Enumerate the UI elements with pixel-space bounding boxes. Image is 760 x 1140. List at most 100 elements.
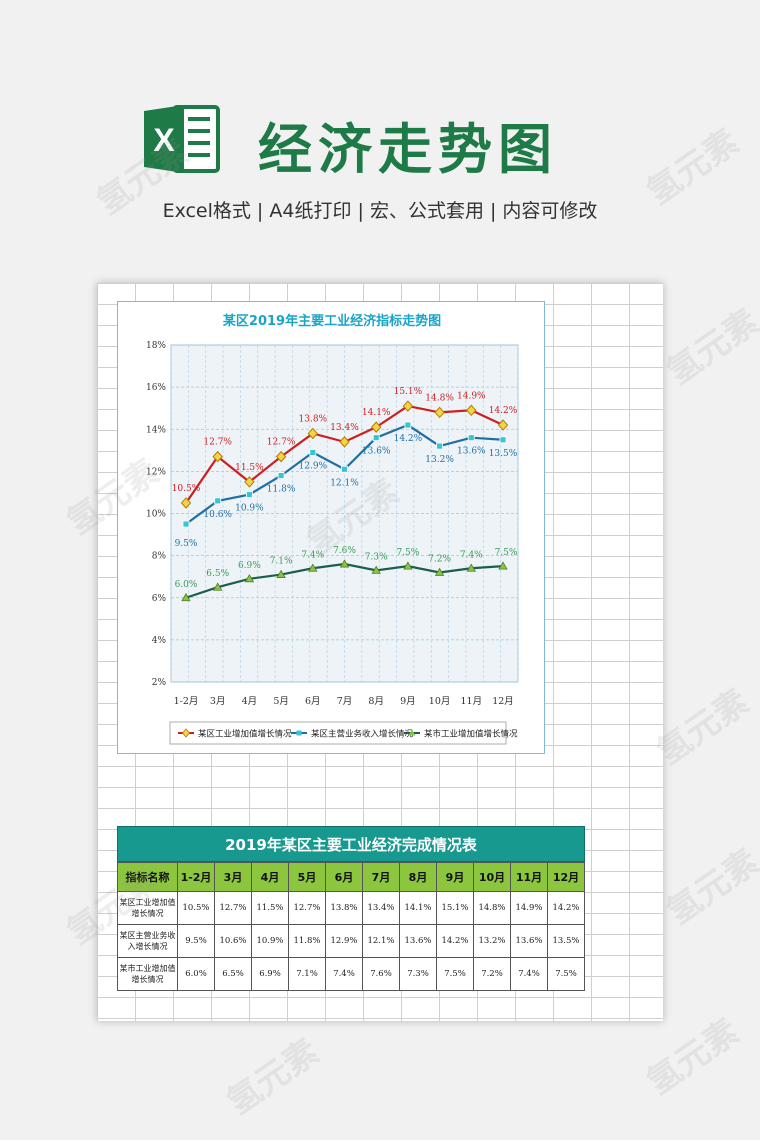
table-cell: 14.1% bbox=[399, 891, 437, 925]
logo-letter: X bbox=[153, 122, 175, 158]
data-label: 13.4% bbox=[330, 423, 359, 433]
y-tick-label: 10% bbox=[146, 510, 166, 520]
data-point bbox=[244, 476, 255, 488]
table-cell: 12.1% bbox=[362, 924, 400, 958]
table-cell: 13.6% bbox=[399, 924, 437, 958]
table-column-header: 11月 bbox=[510, 862, 548, 892]
data-point bbox=[276, 569, 286, 578]
data-point bbox=[402, 400, 414, 412]
table-cell: 11.8% bbox=[288, 924, 326, 958]
x-tick-label: 5月 bbox=[273, 696, 289, 707]
data-point bbox=[467, 434, 475, 442]
data-point bbox=[466, 563, 476, 572]
data-label: 7.4% bbox=[301, 550, 324, 560]
data-point bbox=[499, 436, 507, 444]
y-tick-label: 4% bbox=[152, 636, 167, 646]
legend-box bbox=[169, 721, 507, 745]
data-label: 12.1% bbox=[330, 478, 359, 488]
data-label: 7.1% bbox=[270, 557, 293, 567]
legend-marker bbox=[181, 728, 191, 738]
data-point bbox=[309, 449, 317, 456]
data-label: 12.7% bbox=[203, 438, 232, 448]
page-title: 经济走势图 bbox=[258, 118, 558, 181]
line-chart: 某区2019年主要工业经济指标走势图 2% 4% 6% 8% 10% 12% 14% 16% 18… bbox=[146, 313, 519, 745]
x-tick-label: 6月 bbox=[305, 696, 321, 707]
row-name: 某区工业增加值增长情况 bbox=[117, 891, 178, 925]
data-label: 14.8% bbox=[425, 393, 454, 403]
table-cell: 15.1% bbox=[436, 891, 474, 925]
page-header: X 经济走势图 bbox=[0, 95, 760, 185]
table-cell: 13.5% bbox=[547, 924, 585, 958]
y-tick-label: 12% bbox=[146, 467, 166, 477]
table-column-header: 12月 bbox=[547, 862, 585, 892]
legend-marker bbox=[296, 730, 302, 736]
table-title: 2019年某区主要工业经济完成情况表 bbox=[117, 826, 585, 862]
table-cell: 7.4% bbox=[325, 957, 363, 991]
table-cell: 12.7% bbox=[214, 891, 252, 925]
data-point bbox=[341, 465, 348, 473]
data-label: 14.2% bbox=[489, 406, 518, 416]
data-point bbox=[371, 421, 382, 433]
chart-title: 某区2019年主要工业经济指标走势图 bbox=[222, 313, 441, 329]
data-point bbox=[181, 592, 191, 602]
data-point bbox=[371, 565, 381, 574]
data-point bbox=[307, 427, 318, 440]
data-label: 12.9% bbox=[299, 461, 328, 471]
table-column-header: 7月 bbox=[362, 862, 400, 892]
watermark-text: 氢元素 bbox=[659, 841, 760, 934]
data-label: 14.9% bbox=[457, 391, 486, 401]
table-column-header: 6月 bbox=[325, 862, 363, 892]
table-cell: 14.2% bbox=[436, 924, 474, 958]
x-tick-label: 1-2月 bbox=[174, 696, 199, 707]
x-tick-label: 12月 bbox=[492, 696, 514, 707]
data-label: 13.2% bbox=[425, 455, 454, 465]
data-point bbox=[339, 559, 350, 568]
legend-label: 某区主营业务收入增长情况 bbox=[311, 729, 414, 740]
data-point bbox=[275, 450, 287, 463]
x-tick-label: 10月 bbox=[429, 696, 451, 707]
y-tick-label: 16% bbox=[146, 383, 166, 393]
table-cell: 7.2% bbox=[473, 957, 511, 991]
table-cell: 13.6% bbox=[510, 924, 548, 958]
x-tick-label: 8月 bbox=[368, 696, 384, 707]
y-tick-label: 6% bbox=[152, 594, 167, 604]
data-label: 7.5% bbox=[495, 548, 518, 558]
table-cell: 14.9% bbox=[510, 891, 548, 925]
table-cell: 12.7% bbox=[288, 891, 326, 925]
data-label: 7.5% bbox=[396, 548, 419, 558]
table-row: 某区工业增加值增长情况 10.5% 12.7% 11.5% 12.7% 13.8% 13.4… bbox=[117, 891, 585, 925]
table-header-label: 指标名称 bbox=[117, 862, 178, 892]
table-cell: 9.5% bbox=[177, 924, 215, 958]
data-label: 13.6% bbox=[362, 447, 391, 457]
data-label: 7.4% bbox=[460, 550, 483, 560]
table-cell: 7.3% bbox=[399, 957, 437, 991]
data-label: 14.2% bbox=[394, 434, 423, 444]
data-label: 11.5% bbox=[235, 463, 264, 473]
row-name: 某区主营业务收入增长情况 bbox=[117, 924, 178, 958]
data-label: 10.6% bbox=[203, 510, 232, 520]
data-point bbox=[498, 561, 508, 570]
watermark-text: 氢元素 bbox=[659, 301, 760, 394]
data-label: 6.0% bbox=[175, 580, 198, 590]
data-point bbox=[180, 497, 192, 509]
data-label: 9.5% bbox=[175, 539, 198, 549]
data-point bbox=[436, 442, 444, 450]
table-cell: 13.4% bbox=[362, 891, 400, 925]
table-cell: 14.2% bbox=[547, 891, 585, 925]
y-tick-label: 18% bbox=[146, 341, 166, 351]
table-column-header: 9月 bbox=[436, 862, 474, 892]
data-label: 7.3% bbox=[365, 552, 388, 562]
data-label: 10.9% bbox=[235, 504, 264, 514]
data-point bbox=[434, 567, 445, 576]
data-point bbox=[182, 520, 190, 528]
data-label: 11.8% bbox=[267, 485, 296, 495]
table-cell: 12.9% bbox=[325, 924, 363, 958]
table-cell: 7.5% bbox=[436, 957, 474, 991]
legend-label: 某市工业增加值增长情况 bbox=[424, 729, 518, 740]
data-label: 10.5% bbox=[172, 484, 201, 494]
summary-table-wrap: 2019年某区主要工业经济完成情况表 指标名称 1-2月 3月 4月 5月 6月 7月 8月… bbox=[117, 826, 585, 991]
page-subtitle: Excel格式 | A4纸打印 | 宏、公式套用 | 内容可修改 bbox=[162, 200, 598, 222]
excel-logo-icon: X bbox=[144, 105, 220, 173]
x-tick-label: 3月 bbox=[210, 696, 226, 707]
y-tick-label: 8% bbox=[152, 552, 167, 562]
